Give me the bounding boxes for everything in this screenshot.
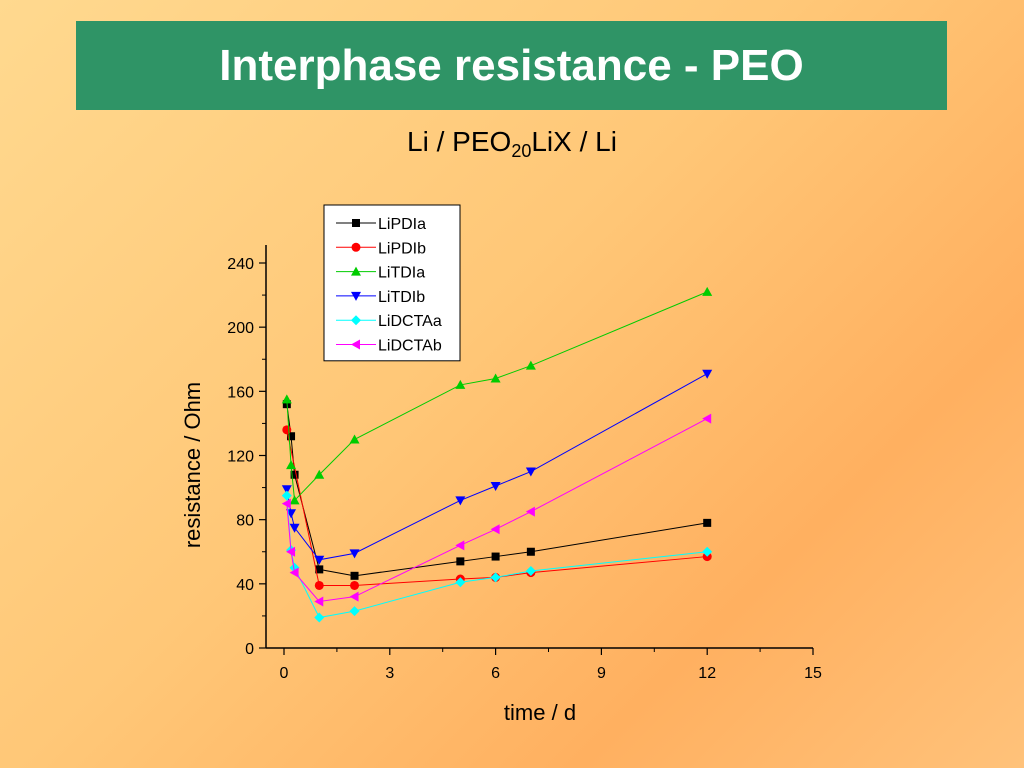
- slide-title: Interphase resistance - PEO: [219, 40, 804, 90]
- data-point-lidctab: [349, 591, 359, 602]
- data-point-litdia: [281, 394, 292, 404]
- data-point-lidctab: [702, 413, 712, 424]
- series-line-lipdib: [286, 429, 708, 586]
- data-point-litdib: [702, 369, 713, 379]
- data-point-litdia: [286, 460, 297, 470]
- data-point-litdia: [349, 434, 360, 444]
- data-point-litdib: [314, 555, 325, 565]
- data-point-lidctab: [314, 596, 324, 607]
- data-point-lipdia: [526, 547, 535, 556]
- data-point-lipdia: [350, 571, 359, 580]
- data-point-litdia: [702, 286, 713, 296]
- data-point-lidctaa: [490, 572, 501, 583]
- data-point-litdia: [455, 379, 466, 389]
- y-tick-label: 80: [236, 513, 254, 530]
- y-axis-label: resistance / Ohm: [180, 382, 205, 548]
- data-point-lipdia: [703, 518, 712, 527]
- data-point-lipdia: [287, 432, 296, 441]
- data-point-lidctaa: [349, 606, 360, 617]
- data-point-litdib: [289, 523, 300, 533]
- data-point-lipdia: [290, 470, 299, 479]
- legend-marker: [351, 315, 361, 326]
- legend-label: LiPDIa: [378, 216, 426, 233]
- data-point-litdib: [281, 485, 292, 495]
- legend-box: [323, 204, 461, 362]
- data-point-lipdib: [350, 580, 360, 590]
- data-point-lidctab: [455, 540, 465, 551]
- data-point-lidctaa: [314, 612, 325, 623]
- data-point-lipdib: [314, 580, 324, 590]
- x-tick-label: 12: [698, 665, 716, 682]
- y-tick-label: 200: [227, 320, 254, 337]
- data-point-lidctab: [286, 546, 296, 557]
- legend-marker: [351, 339, 360, 350]
- data-point-lidctaa: [525, 566, 536, 576]
- subtitle-rest: LiX / Li: [531, 126, 617, 157]
- data-point-lipdib: [282, 425, 292, 435]
- legend-label: LiDCTAa: [378, 313, 442, 330]
- legend-marker: [351, 242, 361, 252]
- data-point-litdib: [349, 549, 360, 559]
- data-point-lidctaa: [281, 490, 292, 501]
- legend-label: LiTDIa: [378, 265, 425, 282]
- data-point-lidctab: [490, 524, 500, 535]
- y-tick-label: 120: [227, 449, 254, 466]
- series-line-lipdia: [286, 404, 708, 577]
- data-point-lipdia: [315, 565, 324, 574]
- subtitle-main: Li / PEO: [407, 126, 512, 157]
- x-tick-label: 6: [491, 665, 500, 682]
- data-point-litdib: [455, 496, 466, 506]
- y-tick-label: 0: [245, 641, 254, 658]
- legend-label: LiDCTAb: [378, 338, 442, 355]
- title-bar: Interphase resistance - PEO: [76, 21, 947, 110]
- data-point-lidctab: [281, 498, 291, 509]
- legend-marker: [351, 291, 361, 301]
- data-point-litdib: [490, 481, 501, 491]
- data-point-litdia: [490, 373, 501, 383]
- data-point-lipdia: [456, 557, 465, 566]
- legend-label: LiPDIb: [378, 240, 426, 257]
- y-tick-label: 240: [227, 256, 254, 273]
- data-point-lidctab: [525, 506, 535, 517]
- subtitle-subscript: 20: [511, 141, 532, 161]
- x-tick-label: 0: [280, 665, 289, 682]
- x-axis-label: time / d: [504, 700, 576, 725]
- data-point-lipdia: [491, 552, 500, 561]
- legend-label: LiTDIb: [378, 289, 425, 306]
- data-point-litdia: [525, 360, 536, 370]
- legend-marker: [351, 266, 361, 276]
- data-point-lidctaa: [702, 546, 713, 557]
- data-point-litdia: [289, 495, 300, 505]
- x-tick-label: 9: [597, 665, 606, 682]
- data-point-lidctab: [289, 567, 299, 578]
- slide-subtitle: Li / PEO20LiX / Li: [0, 126, 1024, 162]
- data-point-litdia: [314, 469, 325, 479]
- legend-marker: [352, 219, 360, 227]
- y-tick-label: 40: [236, 577, 254, 594]
- x-tick-label: 3: [385, 665, 394, 682]
- x-tick-label: 15: [804, 665, 822, 682]
- data-point-lidctaa: [455, 577, 466, 588]
- y-tick-label: 160: [227, 384, 254, 401]
- data-point-litdib: [525, 467, 536, 477]
